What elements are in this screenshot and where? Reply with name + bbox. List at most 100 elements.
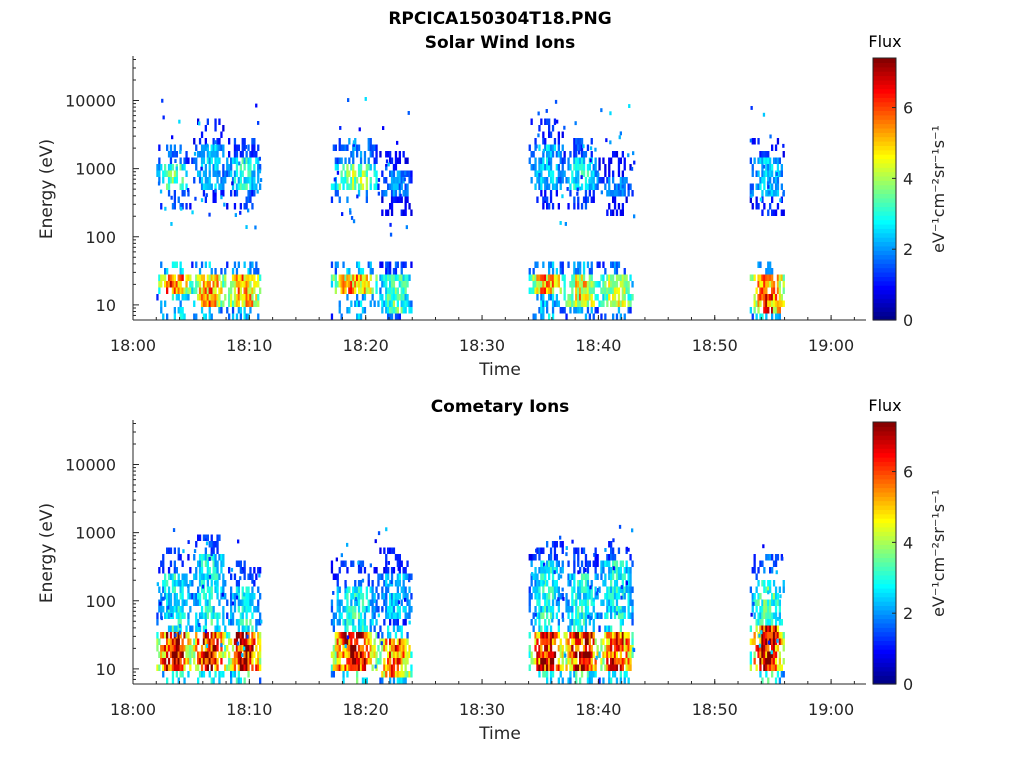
heatmap-cell <box>164 206 167 211</box>
heatmap-cell <box>241 653 244 658</box>
colorbar-segment <box>873 653 896 659</box>
heatmap-cell <box>551 586 555 593</box>
heatmap-cell <box>575 274 578 281</box>
heatmap-cell <box>782 645 785 652</box>
heatmap-cell <box>629 300 632 307</box>
heatmap-cell <box>532 287 535 294</box>
heatmap-cell <box>600 645 603 652</box>
heatmap-cell <box>208 164 211 171</box>
heatmap-cell <box>606 177 609 184</box>
heatmap-cell <box>619 609 622 614</box>
heatmap-cell <box>338 300 341 307</box>
heatmap-cell <box>396 196 399 203</box>
heatmap-cell <box>394 164 398 171</box>
heatmap-cell <box>373 183 376 190</box>
heatmap-cell <box>230 638 233 645</box>
heatmap-cell <box>255 268 258 275</box>
heatmap-cell <box>237 593 240 600</box>
heatmap-cell <box>615 632 619 639</box>
heatmap-cell <box>231 645 235 652</box>
heatmap-cell <box>387 583 390 588</box>
heatmap-cell <box>594 573 597 580</box>
heatmap-cell <box>590 268 593 275</box>
heatmap-cell <box>374 664 377 669</box>
heatmap-cell <box>175 651 178 658</box>
heatmap-cell <box>231 268 235 275</box>
heatmap-cell <box>565 599 568 606</box>
heatmap-cell <box>156 619 159 626</box>
heatmap-cell <box>544 190 547 197</box>
colorbar-units: eV⁻¹cm⁻²sr⁻¹s⁻¹ <box>929 489 948 617</box>
colorbar-segment <box>873 631 896 637</box>
heatmap-cell <box>381 607 384 611</box>
heatmap-cell <box>562 597 565 601</box>
heatmap-cell <box>561 547 564 554</box>
heatmap-cell <box>167 183 171 190</box>
heatmap-cell <box>336 651 339 658</box>
heatmap-cell <box>361 625 365 632</box>
heatmap-cell <box>627 606 630 613</box>
heatmap-cell <box>567 612 570 619</box>
heatmap-cell <box>197 593 200 600</box>
heatmap-cell <box>230 190 233 197</box>
heatmap-cell <box>554 99 558 104</box>
heatmap-cell <box>778 606 781 613</box>
heatmap-cell <box>197 677 200 684</box>
heatmap-cell <box>582 619 586 626</box>
heatmap-cell <box>342 164 345 171</box>
heatmap-cell <box>202 554 206 561</box>
heatmap-cell <box>206 658 209 665</box>
heatmap-cell <box>767 157 770 164</box>
heatmap-cell <box>171 281 175 288</box>
heatmap-cell <box>580 599 584 606</box>
heatmap-cell <box>338 599 341 606</box>
heatmap-cell <box>340 553 343 558</box>
heatmap-cell <box>202 157 206 164</box>
heatmap-cell <box>565 593 568 600</box>
heatmap-cell <box>344 593 347 600</box>
heatmap-cell <box>765 268 768 275</box>
heatmap-cell <box>404 294 407 301</box>
heatmap-cell <box>204 294 207 301</box>
heatmap-cell <box>577 196 580 203</box>
heatmap-cell <box>253 281 256 288</box>
heatmap-cell <box>612 190 615 197</box>
heatmap-cell <box>537 133 540 138</box>
heatmap-cell <box>220 287 223 294</box>
heatmap-cell <box>551 125 555 132</box>
heatmap-cell <box>590 274 593 281</box>
x-tick-label: 18:20 <box>343 700 389 719</box>
heatmap-cell <box>575 151 578 158</box>
heatmap-cell <box>584 196 588 203</box>
heatmap-cell <box>191 287 194 294</box>
heatmap-cell <box>402 281 405 288</box>
heatmap-cell <box>350 287 353 294</box>
heatmap-cell <box>392 567 396 574</box>
heatmap-cell <box>158 287 161 294</box>
heatmap-cell <box>181 573 184 580</box>
heatmap-cell <box>582 164 586 171</box>
heatmap-cell <box>222 300 225 307</box>
heatmap-cell <box>179 619 182 626</box>
heatmap-cell <box>220 307 223 314</box>
heatmap-cell <box>757 203 760 210</box>
heatmap-cell <box>231 612 235 619</box>
heatmap-cell <box>540 664 543 671</box>
heatmap-cell <box>330 599 334 606</box>
heatmap-cell <box>379 638 382 645</box>
heatmap-cell <box>553 144 557 151</box>
heatmap-cell <box>579 599 582 606</box>
heatmap-cell <box>575 651 578 658</box>
heatmap-cell <box>200 651 204 658</box>
heatmap-cell <box>218 307 221 314</box>
heatmap-cell <box>352 164 355 171</box>
heatmap-cell <box>548 131 551 138</box>
heatmap-cell <box>365 190 368 197</box>
heatmap-cell <box>761 157 764 164</box>
heatmap-cell <box>557 170 560 177</box>
heatmap-cell <box>561 664 564 671</box>
heatmap-cell <box>780 196 783 203</box>
heatmap-cell <box>590 658 593 665</box>
heatmap-cell <box>410 261 413 268</box>
heatmap-cell <box>342 664 345 671</box>
